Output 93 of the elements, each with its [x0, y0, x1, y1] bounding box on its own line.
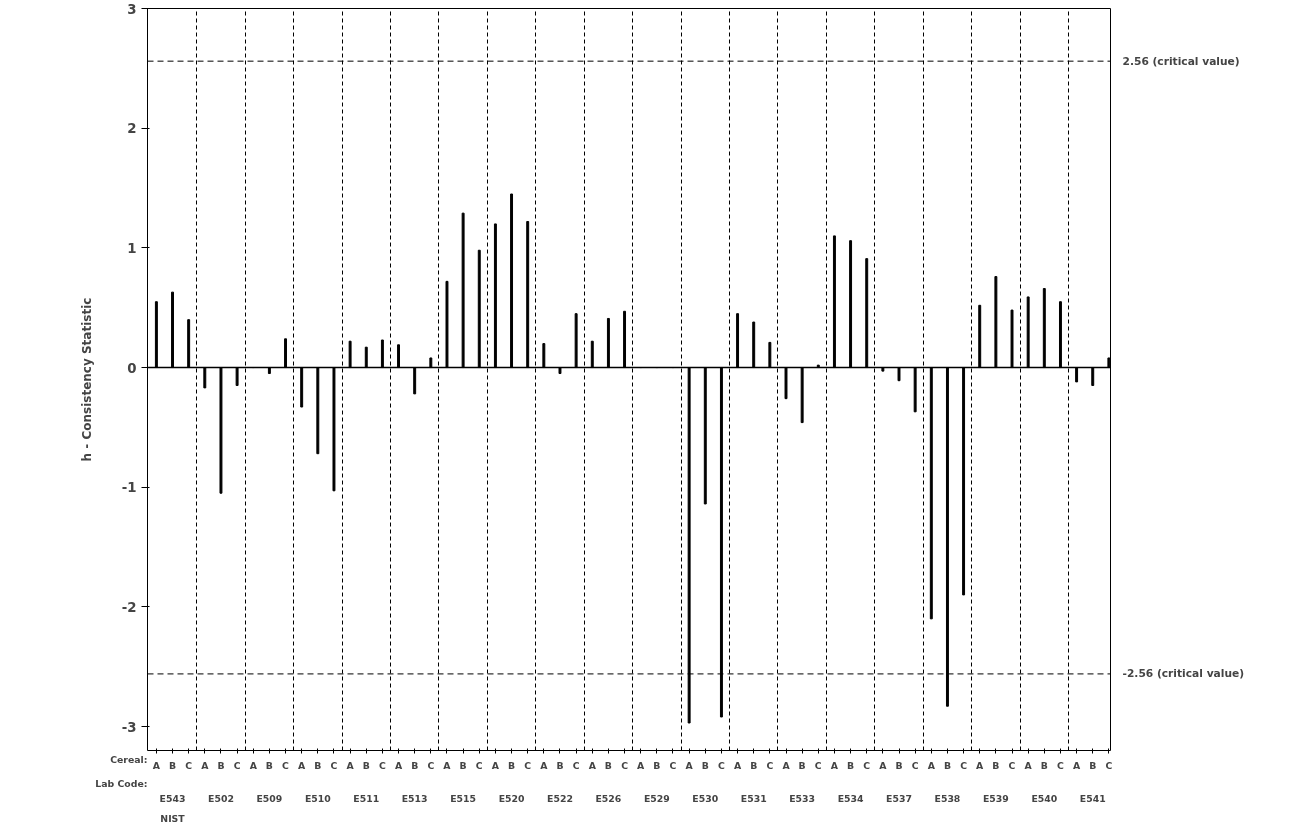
- x-tick-label: A: [782, 759, 791, 771]
- x-tick-label: B: [992, 759, 1000, 771]
- text: E539: [982, 792, 1009, 804]
- x-tick-label: B: [459, 759, 467, 771]
- x-tick-label: B: [943, 759, 952, 771]
- y-tick-label: 2: [127, 121, 137, 137]
- text: E511: [353, 792, 380, 804]
- text: E543: [159, 792, 186, 804]
- text: E522: [547, 792, 573, 804]
- x-tick-label: A: [685, 759, 694, 771]
- y-tick-label: 0: [127, 360, 137, 376]
- text: Lab Code:: [95, 778, 148, 790]
- x-tick-label: A: [346, 759, 355, 771]
- text: NIST: [160, 812, 186, 824]
- ref-line-label: 2.56 (critical value): [1122, 54, 1240, 68]
- x-tick-label: A: [1024, 759, 1033, 771]
- x-tick-label: C: [669, 759, 677, 771]
- x-tick-label: A: [733, 759, 742, 771]
- text: E529: [643, 792, 670, 804]
- y-axis-title: h - Consistency Statistic: [79, 297, 94, 462]
- x-tick-label: B: [895, 759, 903, 771]
- x-tick-label: C: [427, 759, 435, 771]
- text: E530: [692, 792, 719, 804]
- x-tick-label: B: [556, 759, 564, 771]
- x-tick-label: B: [798, 759, 806, 771]
- x-tick-label: C: [233, 759, 241, 771]
- x-tick-label: B: [1040, 759, 1048, 771]
- x-tick-label: B: [604, 759, 612, 771]
- text: E540: [1031, 792, 1058, 804]
- x-tick-label: A: [540, 759, 549, 771]
- y-tick-label: 1: [127, 240, 137, 256]
- text: E531: [740, 792, 767, 804]
- x-tick-label: A: [491, 759, 500, 771]
- x-tick-label: C: [863, 759, 871, 771]
- text: E534: [837, 792, 865, 804]
- x-tick-label: B: [411, 759, 419, 771]
- x-tick-label: A: [201, 759, 210, 771]
- x-tick-label: C: [960, 759, 968, 771]
- x-tick-label: C: [524, 759, 532, 771]
- text: E520: [498, 792, 525, 804]
- x-tick-label: B: [362, 759, 370, 771]
- text: E526: [595, 792, 622, 804]
- x-tick-label: B: [508, 759, 516, 771]
- text: Cereal:: [110, 754, 148, 765]
- x-tick-label: C: [1105, 759, 1113, 771]
- x-tick-label: C: [766, 759, 774, 771]
- x-tick-label: C: [475, 759, 483, 771]
- x-tick-label: C: [911, 759, 919, 771]
- y-tick-label: -1: [121, 480, 137, 496]
- x-tick-label: B: [653, 759, 661, 771]
- text: E510: [304, 792, 332, 804]
- y-tick-label: 3: [127, 1, 137, 17]
- x-tick-label: C: [282, 759, 290, 771]
- x-tick-label: A: [588, 759, 597, 771]
- text: E502: [208, 792, 234, 804]
- text: E533: [789, 792, 816, 804]
- y-tick-label: -3: [121, 719, 137, 735]
- x-tick-label: B: [1089, 759, 1097, 771]
- x-tick-label: C: [718, 759, 725, 771]
- x-tick-label: A: [1072, 759, 1081, 771]
- x-tick-label: C: [621, 759, 629, 771]
- text: E538: [934, 792, 961, 804]
- x-tick-label: B: [168, 759, 177, 771]
- ref-line-label: -2.56 (critical value): [1122, 667, 1245, 681]
- x-tick-label: C: [1057, 759, 1065, 771]
- x-tick-label: A: [830, 759, 839, 771]
- x-tick-label: A: [637, 759, 646, 771]
- x-tick-label: C: [572, 759, 580, 771]
- x-tick-label: B: [750, 759, 758, 771]
- text: E515: [450, 792, 477, 804]
- text: E537: [886, 792, 912, 804]
- x-tick-label: B: [701, 759, 709, 771]
- x-tick-label: C: [814, 759, 822, 771]
- x-tick-label: A: [249, 759, 258, 771]
- x-tick-label: A: [298, 759, 307, 771]
- x-tick-label: A: [443, 759, 452, 771]
- text: E541: [1079, 792, 1106, 804]
- x-tick-label: C: [185, 759, 193, 771]
- x-tick-label: A: [927, 759, 936, 771]
- x-tick-label: A: [976, 759, 985, 771]
- x-tick-label: B: [217, 759, 225, 771]
- y-tick-label: -2: [121, 599, 137, 615]
- x-tick-label: C: [378, 759, 386, 771]
- text: E513: [401, 792, 428, 804]
- text: E509: [256, 792, 283, 804]
- x-tick-label: A: [879, 759, 888, 771]
- x-tick-label: A: [152, 759, 161, 771]
- x-tick-label: C: [330, 759, 338, 771]
- x-tick-label: B: [314, 759, 322, 771]
- x-tick-label: B: [265, 759, 273, 771]
- x-tick-label: A: [394, 759, 403, 771]
- x-tick-label: C: [1008, 759, 1016, 771]
- x-tick-label: B: [847, 759, 855, 771]
